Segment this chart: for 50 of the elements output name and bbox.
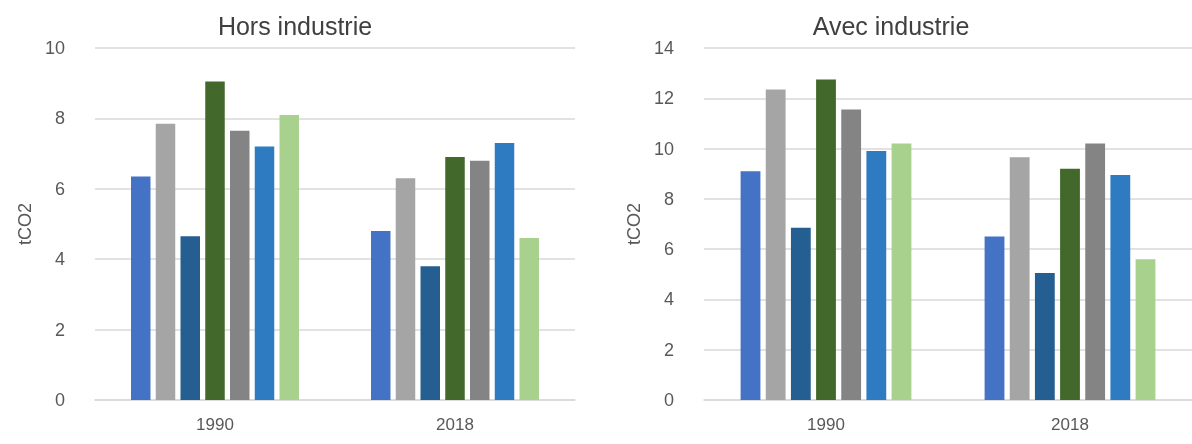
x-tick-label: 1990	[196, 415, 234, 434]
y-tick-label: 8	[54, 108, 65, 129]
bar	[790, 227, 811, 400]
bar	[445, 157, 465, 400]
x-tick-label: 1990	[807, 415, 845, 434]
bar	[816, 79, 836, 400]
bar	[279, 114, 299, 400]
bar	[1110, 174, 1131, 400]
bar	[395, 178, 416, 400]
bar	[1034, 273, 1055, 400]
bar	[841, 109, 862, 400]
y-axis-title: tCO2	[15, 202, 36, 246]
bar	[866, 151, 887, 400]
y-tick-label: 0	[663, 390, 674, 410]
bar	[891, 143, 912, 400]
bar	[765, 89, 786, 400]
y-tick-label: 8	[663, 188, 674, 209]
chart-title: Hors industrie	[217, 11, 373, 40]
bar	[230, 130, 250, 400]
bar	[1009, 157, 1030, 400]
x-tick-label: 2018	[436, 415, 474, 434]
y-tick-label: 2	[663, 339, 674, 360]
bar	[740, 171, 761, 400]
y-tick-label: 4	[54, 249, 65, 270]
y-tick-label: 12	[653, 88, 674, 109]
bar	[131, 176, 151, 400]
y-tick-label: 2	[54, 319, 65, 340]
bar	[420, 266, 440, 400]
y-tick-label: 6	[663, 239, 674, 260]
bar	[254, 146, 275, 400]
bar	[205, 81, 225, 400]
bar	[519, 238, 539, 400]
bar	[470, 160, 490, 400]
bar	[494, 143, 515, 400]
y-tick-label: 14	[653, 38, 674, 58]
y-tick-label: 10	[44, 38, 65, 58]
bar	[1085, 143, 1106, 400]
y-tick-label: 6	[54, 178, 65, 199]
y-axis-title: tCO2	[624, 202, 645, 246]
x-tick-label: 2018	[1051, 415, 1089, 434]
bar	[1135, 259, 1156, 400]
chart-title: Avec industrie	[812, 11, 970, 40]
bar	[155, 123, 176, 400]
bar	[180, 236, 200, 400]
y-tick-label: 10	[653, 138, 674, 159]
bar	[371, 231, 391, 400]
y-tick-label: 0	[54, 390, 65, 410]
bar	[984, 236, 1005, 400]
bar	[1060, 168, 1080, 400]
y-tick-label: 4	[663, 289, 674, 310]
